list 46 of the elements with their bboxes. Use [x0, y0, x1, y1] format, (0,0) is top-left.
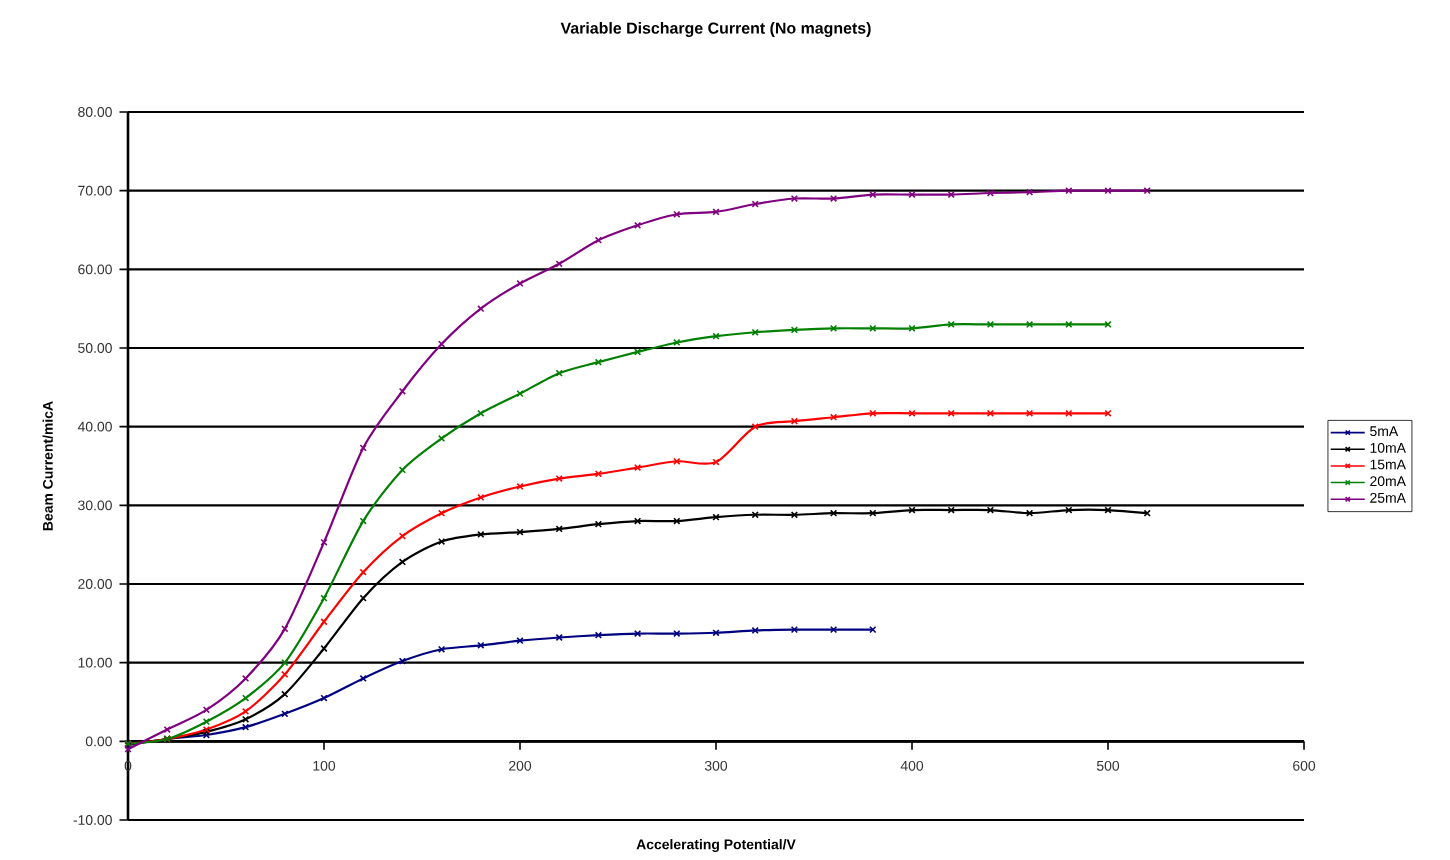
point	[281, 690, 289, 698]
point	[869, 409, 877, 417]
point	[712, 208, 720, 216]
point	[829, 194, 838, 203]
point	[1104, 506, 1112, 514]
point	[477, 409, 485, 417]
point	[947, 409, 955, 417]
point	[633, 463, 642, 472]
point	[1065, 409, 1073, 417]
point	[281, 625, 289, 633]
point	[712, 458, 720, 466]
point	[359, 594, 367, 602]
point	[555, 525, 563, 533]
point	[790, 626, 799, 634]
point	[633, 629, 642, 638]
point	[673, 457, 681, 465]
point	[320, 694, 328, 702]
point	[359, 444, 367, 452]
point	[241, 715, 250, 723]
point	[398, 387, 407, 395]
point	[359, 568, 367, 576]
point	[1025, 320, 1034, 329]
point	[241, 707, 250, 716]
point	[555, 369, 563, 377]
point	[869, 324, 877, 332]
point	[751, 511, 759, 519]
point	[437, 645, 446, 653]
point	[516, 528, 524, 536]
point	[829, 626, 838, 634]
point	[986, 409, 995, 417]
point	[751, 328, 759, 336]
point	[633, 221, 642, 229]
point	[555, 260, 563, 268]
point	[908, 506, 916, 514]
point	[712, 513, 720, 521]
point	[829, 324, 838, 332]
point	[437, 537, 446, 546]
point	[1025, 409, 1034, 417]
point	[790, 194, 799, 203]
point	[241, 674, 250, 683]
point	[673, 210, 681, 218]
point	[202, 718, 211, 726]
point	[281, 710, 289, 718]
point	[437, 434, 446, 443]
point	[869, 509, 877, 517]
point	[986, 320, 995, 329]
